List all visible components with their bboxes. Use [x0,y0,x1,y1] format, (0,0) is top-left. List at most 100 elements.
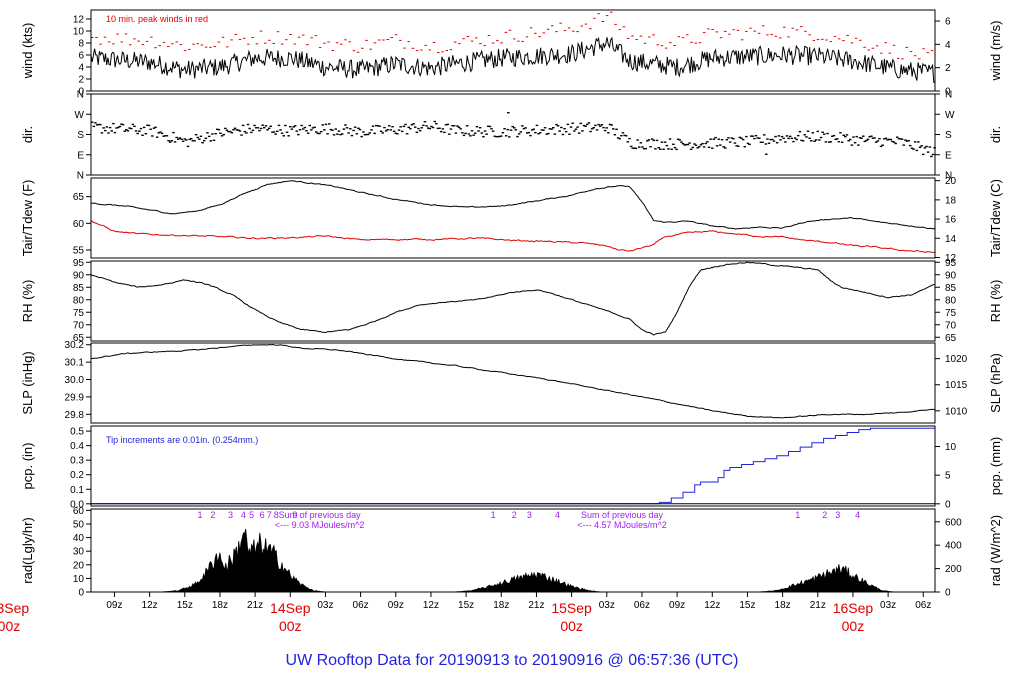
wind-direction-mark [392,130,396,132]
wind-direction-mark [478,127,482,129]
wind-direction-mark [108,126,112,129]
wind-direction-mark [564,131,568,133]
right-axis-title: wind (m/s) [988,21,1003,82]
wind-direction-mark [172,131,175,134]
wind-direction-mark [724,147,727,149]
wind-direction-mark [579,122,582,125]
wind-direction-mark [427,127,430,129]
wind-direction-mark [696,147,699,149]
panel-frame [90,9,936,92]
wind-direction-mark [917,141,920,143]
wind-direction-mark [154,126,157,128]
rad-annotation: 6 [260,510,265,520]
wind-direction-mark [138,130,141,132]
wind-direction-mark [274,133,277,135]
wind-direction-mark [560,126,563,129]
wind-direction-mark [302,128,305,130]
wind-direction-mark [485,133,488,135]
wind-direction-mark [175,136,178,139]
series-wind-1 [91,11,934,60]
left-tick-label: 50 [73,519,85,530]
wind-direction-mark [470,130,474,132]
wind-direction-mark [376,125,380,127]
right-tick-label: 0 [945,87,951,98]
wind-direction-mark [863,140,867,143]
hour-label: 06z [353,600,369,611]
hour-label: 06z [634,600,650,611]
left-tick-label: 0.3 [70,456,84,467]
series-temp-0 [90,180,936,230]
wind-direction-mark [550,128,553,130]
wind-direction-mark [647,139,651,141]
wind-direction-mark [725,139,729,141]
wind-direction-mark [293,125,297,127]
wind-direction-mark [134,130,138,132]
wind-direction-mark [763,134,766,136]
wind-direction-mark [331,129,334,131]
wind-direction-mark [552,127,555,129]
wind-direction-mark [318,132,321,135]
wind-direction-mark [310,129,313,131]
wind-direction-mark [625,135,628,137]
wind-direction-mark [904,139,907,141]
hour-label: 06z [915,600,931,611]
wind-direction-mark [441,128,445,130]
right-tick-label: 16 [945,215,957,226]
wind-direction-mark [440,130,443,133]
wind-direction-mark [207,135,211,138]
wind-direction-mark [378,125,381,127]
wind-direction-mark [750,135,753,137]
wind-direction-mark [688,142,691,144]
wind-direction-mark [509,129,513,131]
wind-direction-mark [328,123,331,125]
left-tick-label: 55 [73,246,85,257]
series-temp-1 [90,220,936,254]
wind-direction-mark [97,123,100,126]
wind-direction-mark [636,139,639,141]
wind-direction-mark [746,142,750,145]
hour-label: 12z [142,600,158,611]
wind-direction-mark [612,128,615,130]
wind-direction-mark [389,129,393,131]
wind-direction-mark [203,139,206,142]
wind-direction-mark [646,140,649,142]
wind-direction-mark [417,127,420,130]
wind-direction-mark [834,138,837,140]
wind-direction-mark [336,133,339,135]
wind-direction-mark [209,140,212,142]
wind-direction-mark [405,133,409,135]
wind-direction-mark [493,135,496,137]
wind-direction-mark [420,127,423,129]
left-tick-label: 85 [73,283,85,294]
wind-direction-mark [211,133,214,135]
wind-direction-mark [660,141,664,143]
hour-label: 18z [212,600,228,611]
wind-direction-mark [185,139,188,141]
wind-direction-mark [701,142,704,145]
wind-direction-mark [355,133,359,135]
wind-direction-mark [305,130,308,132]
wind-direction-mark [243,130,247,133]
wind-direction-mark [410,124,414,126]
wind-direction-mark [589,130,592,133]
wind-direction-mark [112,122,115,125]
wind-direction-mark [923,147,927,149]
wind-direction-mark [206,132,209,134]
wind-direction-mark [133,125,136,127]
left-tick-label: S [77,130,84,141]
series-rh-0 [90,261,936,336]
wind-direction-mark [540,129,544,131]
wind-direction-mark [534,131,537,134]
wind-direction-mark [670,148,673,150]
wind-direction-mark [751,135,755,137]
wind-direction-mark [803,134,806,136]
wind-direction-mark [224,127,227,130]
wind-direction-mark [475,126,479,128]
wind-direction-mark [711,147,714,149]
wind-direction-mark [662,148,665,150]
wind-direction-mark [793,137,797,139]
hour-label: 03z [599,600,615,611]
wind-direction-mark [571,122,574,124]
wind-direction-mark [673,146,677,149]
